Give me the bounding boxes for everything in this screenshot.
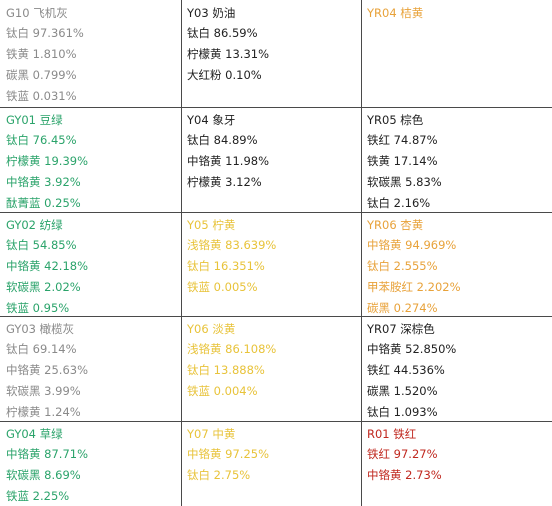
column-divider [181,0,182,506]
color-code-title: GY04 草绿 [6,427,63,441]
formula-cell: Y04 象牙钛白 84.89% 中铬黄 11.98% 柠檬黄 3.12% [181,107,361,212]
pigment-ratio: 浅铬黄 83.639% [187,238,277,252]
color-code-title: YR07 深棕色 [367,322,435,336]
color-code-title: Y07 中黄 [187,427,236,441]
row-divider [0,212,552,213]
pigment-ratio: 中铬黄 3.92% [6,175,81,189]
pigment-ratio: 铁黄 1.810% [6,47,77,61]
pigment-ratio: 甲苯胺红 2.202% [367,280,461,294]
pigment-ratio: 中铬黄 52.850% [367,342,457,356]
color-code-title: YR05 棕色 [367,113,424,127]
formula-cell: R01 铁红铁红 97.27% 中铬黄 2.73% [361,421,552,506]
pigment-ratio: 钛白 2.75% [187,468,251,482]
formula-cell: YR04 桔黄 [361,0,552,107]
formula-cell: Y03 奶油钛白 86.59% 柠檬黄 13.31% 大红粉 0.10% [181,0,361,107]
pigment-ratio: 碳黑 0.799% [6,68,77,82]
row-divider [0,316,552,317]
pigment-ratio: 碳黑 1.520% [367,384,438,398]
color-code-title: GY03 橄榄灰 [6,322,75,336]
column-divider [361,0,362,506]
pigment-ratio: 铁红 97.27% [367,447,438,461]
pigment-ratio: 铁蓝 0.95% [6,301,70,315]
formula-cell: Y06 淡黄浅铬黄 86.108% 钛白 13.888% 铁蓝 0.004% [181,316,361,421]
pigment-ratio: 软碳黑 2.02% [6,280,81,294]
pigment-ratio: 软碳黑 8.69% [6,468,81,482]
pigment-ratio: 软碳黑 5.83% [367,175,442,189]
color-code-title: R01 铁红 [367,427,417,441]
pigment-ratio: 柠檬黄 13.31% [187,47,270,61]
color-code-title: GY02 纺绿 [6,218,63,232]
pigment-ratio: 中铬黄 94.969% [367,238,457,252]
pigment-ratio: 钛白 69.14% [6,342,77,356]
pigment-ratio: 铁蓝 0.005% [187,280,258,294]
pigment-ratio: 中铬黄 97.25% [187,447,270,461]
formula-cell: GY01 豆绿 钛白 76.45% 柠檬黄 19.39% 中铬黄 3.92% 酞菁蓝 0… [0,107,181,212]
pigment-ratio: 酞菁蓝 0.25% [6,196,81,210]
pigment-ratio: 钛白 97.361% [6,26,84,40]
pigment-ratio: 中铬黄 87.71% [6,447,89,461]
color-code-title: YR04 桔黄 [367,6,424,20]
formula-cell: GY02 纺绿 钛白 54.85% 中铬黄 42.18% 软碳黑 2.02% 铁蓝 0.… [0,212,181,316]
pigment-ratio: 钛白 16.351% [187,259,265,273]
pigment-ratio: 钛白 86.59% [187,26,258,40]
formula-cell: YR07 深棕色中铬黄 52.850% 铁红 44.536% 碳黑 1.520% 钛白… [361,316,552,421]
pigment-ratio: 铁黄 17.14% [367,154,438,168]
pigment-ratio: 铁蓝 0.031% [6,89,77,103]
pigment-ratio: 铁蓝 0.004% [187,384,258,398]
formula-cell: YR05 棕色 铁红 74.87% 铁黄 17.14% 软碳黑 5.83% 钛白 2.1… [361,107,552,212]
color-code-title: Y05 柠黄 [187,218,236,232]
color-code-title: Y03 奶油 [187,6,236,20]
formula-cell: GY03 橄榄灰 钛白 69.14% 中铬黄 25.63% 软碳黑 3.99% 柠檬黄 … [0,316,181,421]
pigment-ratio: 铁蓝 2.25% [6,489,70,503]
pigment-ratio: 中铬黄 42.18% [6,259,89,273]
pigment-ratio: 大红粉 0.10% [187,68,262,82]
formula-cell: GY04 草绿中铬黄 87.71% 软碳黑 8.69% 铁蓝 2.25% [0,421,181,506]
pigment-ratio: 软碳黑 3.99% [6,384,81,398]
color-code-title: GY01 豆绿 [6,113,63,127]
row-divider [0,421,552,422]
pigment-ratio: 中铬黄 11.98% [187,154,270,168]
formula-cell: Y07 中黄中铬黄 97.25% 钛白 2.75% [181,421,361,506]
pigment-ratio: 钛白 1.093% [367,405,438,419]
pigment-ratio: 柠檬黄 1.24% [6,405,81,419]
pigment-ratio: 碳黑 0.274% [367,301,438,315]
color-code-title: Y04 象牙 [187,113,236,127]
pigment-ratio: 中铬黄 2.73% [367,468,442,482]
formula-cell: Y05 柠黄浅铬黄 83.639% 钛白 16.351% 铁蓝 0.005% [181,212,361,316]
pigment-ratio: 铁红 74.87% [367,133,438,147]
color-code-title: Y06 淡黄 [187,322,236,336]
pigment-ratio: 钛白 76.45% [6,133,77,147]
pigment-ratio: 铁红 44.536% [367,363,445,377]
color-code-title: G10 飞机灰 [6,6,68,20]
row-divider [0,107,552,108]
pigment-ratio: 钛白 54.85% [6,238,77,252]
pigment-ratio: 钛白 2.16% [367,196,431,210]
formula-cell: G10 飞机灰钛白 97.361% 铁黄 1.810% 碳黑 0.799% 铁蓝 0.… [0,0,181,107]
pigment-ratio: 钛白 2.555% [367,259,438,273]
formula-cell: YR06 杏黄中铬黄 94.969% 钛白 2.555% 甲苯胺红 2.202% 碳黑… [361,212,552,316]
color-code-title: YR06 杏黄 [367,218,424,232]
pigment-ratio: 钛白 13.888% [187,363,265,377]
pigment-ratio: 中铬黄 25.63% [6,363,89,377]
pigment-ratio: 浅铬黄 86.108% [187,342,277,356]
pigment-ratio: 钛白 84.89% [187,133,258,147]
pigment-ratio: 柠檬黄 3.12% [187,175,262,189]
pigment-ratio: 柠檬黄 19.39% [6,154,89,168]
